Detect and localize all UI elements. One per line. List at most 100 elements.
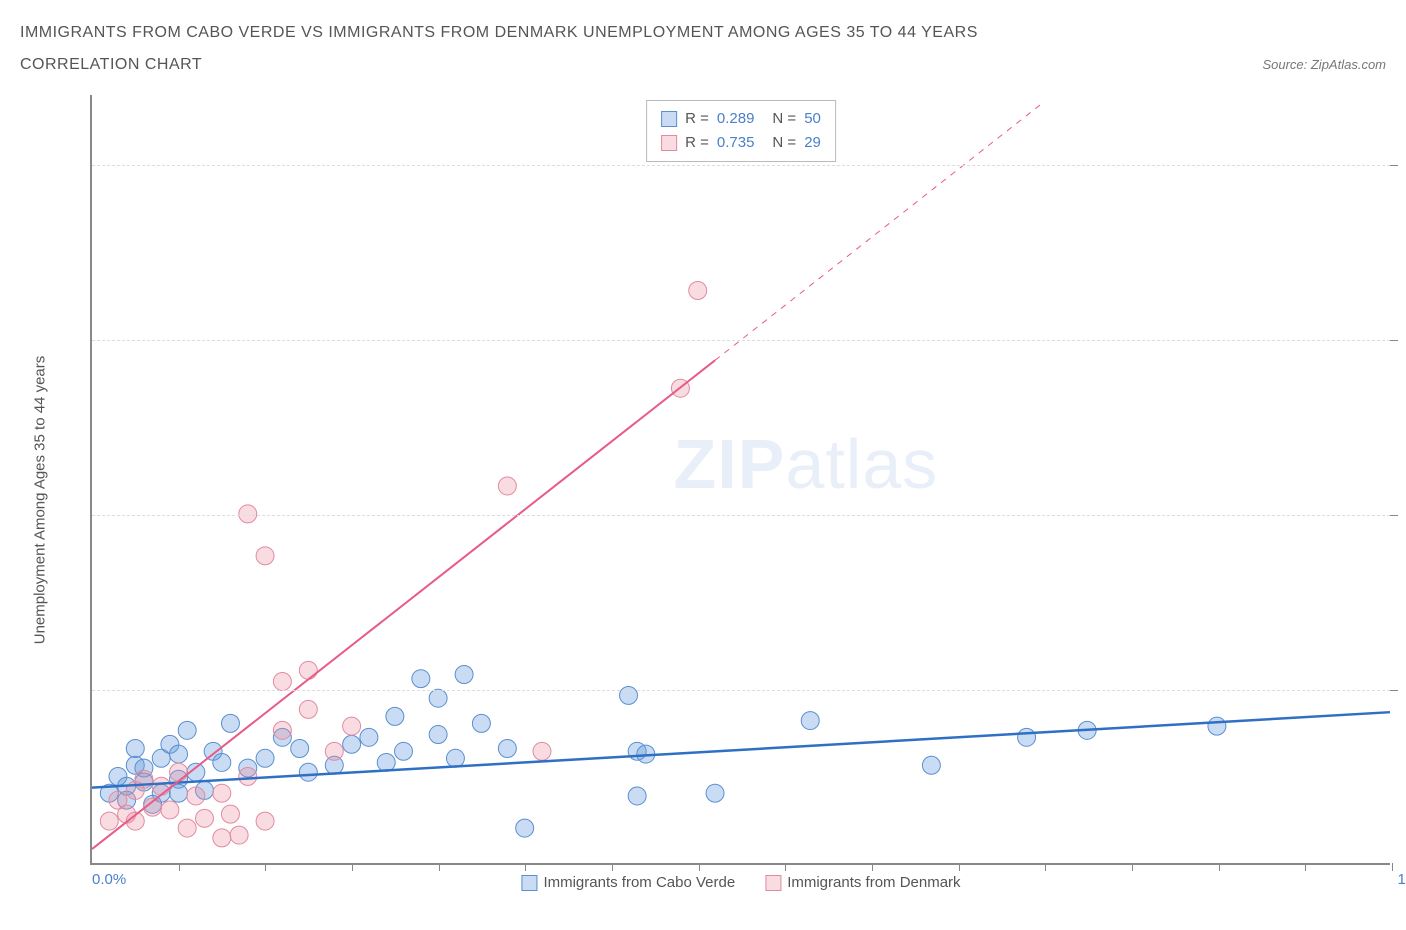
data-point [170, 745, 188, 763]
data-point [343, 735, 361, 753]
series-swatch-icon [661, 135, 677, 151]
x-tick [1219, 863, 1220, 871]
data-point [170, 763, 188, 781]
data-point [161, 801, 179, 819]
x-tick [1392, 863, 1393, 871]
data-point [395, 742, 413, 760]
data-point [187, 787, 205, 805]
stat-r-value: 0.289 [717, 107, 755, 131]
data-point [152, 777, 170, 795]
data-point [325, 742, 343, 760]
x-tick [1132, 863, 1133, 871]
data-point [126, 740, 144, 758]
legend-item: Immigrants from Cabo Verde [521, 874, 735, 891]
legend-swatch-icon [765, 875, 781, 891]
data-point [196, 809, 214, 827]
data-point [299, 763, 317, 781]
data-point [429, 689, 447, 707]
data-point [273, 672, 291, 690]
x-tick [872, 863, 873, 871]
x-tick [265, 863, 266, 871]
y-axis-label: Unemployment Among Ages 35 to 44 years [32, 356, 49, 645]
stat-r-label: R = [685, 131, 709, 155]
data-point [291, 740, 309, 758]
trend-line [92, 360, 715, 849]
data-point [801, 712, 819, 730]
data-point [628, 787, 646, 805]
gridline [92, 515, 1390, 516]
data-point [1208, 717, 1226, 735]
y-tick [1390, 165, 1398, 166]
x-tick [352, 863, 353, 871]
data-point [533, 742, 551, 760]
gridline [92, 165, 1390, 166]
series-swatch-icon [661, 111, 677, 127]
data-point [377, 753, 395, 771]
x-tick [179, 863, 180, 871]
chart-title-line2: CORRELATION CHART [20, 52, 202, 78]
legend-item: Immigrants from Denmark [765, 874, 960, 891]
data-point [386, 707, 404, 725]
data-point [1018, 728, 1036, 746]
y-tick [1390, 340, 1398, 341]
data-point [256, 749, 274, 767]
stats-legend-box: R = 0.289 N = 50 R = 0.735 N = 29 [646, 100, 836, 162]
data-point [221, 805, 239, 823]
gridline [92, 340, 1390, 341]
data-point [100, 812, 118, 830]
x-tick [1305, 863, 1306, 871]
data-point [239, 505, 257, 523]
stat-n-value: 50 [804, 107, 821, 131]
data-point [343, 717, 361, 735]
data-point [922, 756, 940, 774]
plot-svg [92, 95, 1390, 863]
x-tick-label-min: 0.0% [92, 871, 126, 888]
data-point [239, 767, 257, 785]
data-point [299, 700, 317, 718]
y-tick [1390, 690, 1398, 691]
stat-n-value: 29 [804, 131, 821, 155]
gridline [92, 690, 1390, 691]
data-point [178, 721, 196, 739]
data-point [178, 819, 196, 837]
data-point [498, 477, 516, 495]
x-tick [525, 863, 526, 871]
x-tick [699, 863, 700, 871]
data-point [360, 728, 378, 746]
data-point [213, 829, 231, 847]
stat-r-value: 0.735 [717, 131, 755, 155]
stats-row: R = 0.735 N = 29 [661, 131, 821, 155]
data-point [498, 740, 516, 758]
stat-r-label: R = [685, 107, 709, 131]
stat-n-label: N = [772, 131, 796, 155]
legend-label: Immigrants from Cabo Verde [543, 874, 735, 891]
x-tick [439, 863, 440, 871]
data-point [230, 826, 248, 844]
data-point [429, 726, 447, 744]
data-point [706, 784, 724, 802]
x-tick [959, 863, 960, 871]
y-tick [1390, 515, 1398, 516]
chart-header: IMMIGRANTS FROM CABO VERDE VS IMMIGRANTS… [0, 0, 1406, 77]
x-tick [785, 863, 786, 871]
stat-n-label: N = [772, 107, 796, 131]
chart-title-line1: IMMIGRANTS FROM CABO VERDE VS IMMIGRANTS… [20, 20, 1386, 46]
data-point [256, 547, 274, 565]
data-point [516, 819, 534, 837]
correlation-chart: Unemployment Among Ages 35 to 44 years Z… [50, 95, 1390, 905]
legend-label: Immigrants from Denmark [787, 874, 960, 891]
legend-swatch-icon [521, 875, 537, 891]
source-label: Source: ZipAtlas.com [1262, 57, 1386, 72]
data-point [256, 812, 274, 830]
stats-row: R = 0.289 N = 50 [661, 107, 821, 131]
data-point [221, 714, 239, 732]
data-point [213, 784, 231, 802]
data-point [446, 749, 464, 767]
data-point [455, 666, 473, 684]
plot-area: ZIPatlas R =0.289N =50R =0.735N =29 Immi… [90, 95, 1390, 865]
legend-bottom: Immigrants from Cabo Verde Immigrants fro… [521, 874, 960, 891]
data-point [273, 721, 291, 739]
data-point [412, 670, 430, 688]
data-point [299, 661, 317, 679]
data-point [472, 714, 490, 732]
